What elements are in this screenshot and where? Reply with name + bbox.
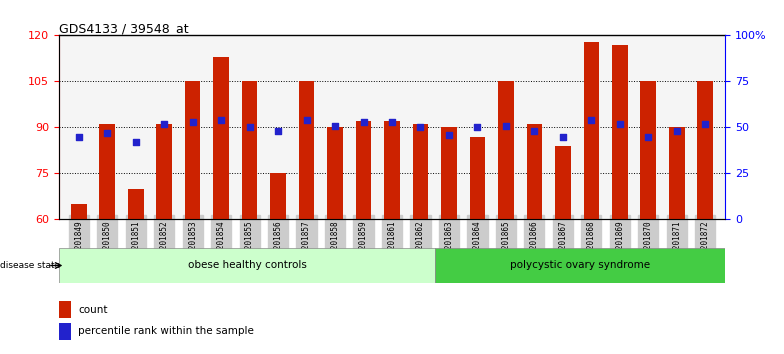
Point	[443, 132, 456, 138]
Bar	[583, 41, 599, 219]
Point	[187, 119, 199, 125]
Bar	[156, 124, 172, 219]
Point	[642, 134, 655, 139]
Bar	[527, 124, 543, 219]
Bar	[384, 121, 400, 219]
Text: disease state: disease state	[0, 261, 60, 270]
Bar	[59, 301, 71, 318]
Bar	[435, 248, 725, 283]
Bar	[470, 137, 485, 219]
Point	[414, 125, 426, 130]
Bar	[100, 124, 115, 219]
Bar	[641, 81, 656, 219]
Point	[243, 125, 256, 130]
Bar	[185, 81, 201, 219]
Text: polycystic ovary syndrome: polycystic ovary syndrome	[510, 261, 651, 270]
Bar	[498, 81, 514, 219]
Point	[272, 128, 285, 134]
Bar	[213, 57, 229, 219]
Point	[528, 128, 541, 134]
Text: obese healthy controls: obese healthy controls	[187, 261, 307, 270]
Bar	[327, 127, 343, 219]
Point	[158, 121, 170, 127]
Bar	[59, 323, 71, 340]
Bar	[412, 124, 428, 219]
Bar	[612, 45, 628, 219]
Point	[386, 119, 398, 125]
Bar	[299, 81, 314, 219]
Point	[129, 139, 142, 145]
Point	[614, 121, 626, 127]
Bar	[59, 248, 435, 283]
Point	[358, 119, 370, 125]
Point	[101, 130, 114, 136]
Point	[699, 121, 712, 127]
Bar	[441, 127, 457, 219]
Text: count: count	[78, 304, 107, 315]
Bar	[241, 81, 257, 219]
Point	[557, 134, 569, 139]
Bar	[71, 204, 86, 219]
Point	[670, 128, 683, 134]
Point	[499, 123, 512, 129]
Bar	[555, 146, 571, 219]
Text: GDS4133 / 39548_at: GDS4133 / 39548_at	[59, 22, 188, 35]
Bar	[698, 81, 713, 219]
Bar	[128, 189, 143, 219]
Point	[328, 123, 341, 129]
Point	[300, 117, 313, 123]
Bar	[669, 127, 684, 219]
Point	[215, 117, 227, 123]
Point	[471, 125, 484, 130]
Point	[585, 117, 597, 123]
Point	[72, 134, 85, 139]
Text: percentile rank within the sample: percentile rank within the sample	[78, 326, 254, 336]
Bar	[270, 173, 286, 219]
Bar	[356, 121, 372, 219]
